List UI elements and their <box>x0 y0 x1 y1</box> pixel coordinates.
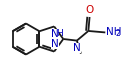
Text: N: N <box>51 29 58 39</box>
Text: N: N <box>51 39 58 49</box>
Text: NH: NH <box>106 27 122 37</box>
Text: N: N <box>73 43 81 53</box>
Text: 2: 2 <box>115 29 120 38</box>
Text: H: H <box>56 29 63 38</box>
Text: O: O <box>85 5 94 15</box>
